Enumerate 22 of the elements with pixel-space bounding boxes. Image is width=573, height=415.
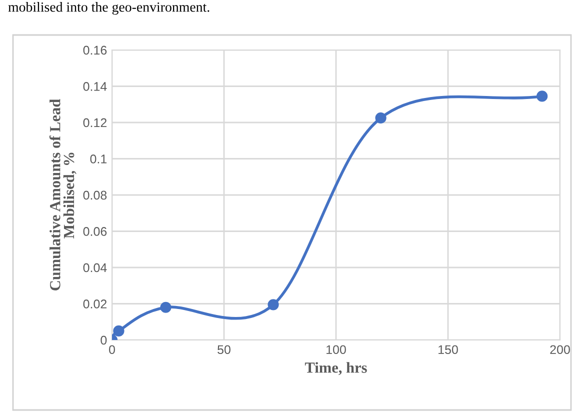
y-tick-label: 0.1 <box>90 154 107 164</box>
x-tick-label: 50 <box>218 345 230 354</box>
y-tick-label: 0.12 <box>83 118 107 128</box>
x-tick-label: 200 <box>550 345 570 354</box>
y-tick-label: 0.06 <box>83 227 107 236</box>
y-tick-label: 0.16 <box>83 46 107 55</box>
y-tick-label: 0.02 <box>83 300 107 308</box>
y-tick-label: 0.04 <box>83 263 107 272</box>
x-tick-label: 0 <box>109 345 115 354</box>
y-tick-label: 0.14 <box>83 82 107 91</box>
y-axis-title: Cumulative Amounts of Lead Mobilised, % <box>49 99 76 290</box>
y-tick-label: 0.08 <box>83 190 107 200</box>
point <box>268 299 279 310</box>
point <box>160 302 172 313</box>
x-tick-label: 100 <box>326 345 346 354</box>
x-axis-title: Time, hrs <box>304 362 367 376</box>
point <box>113 325 124 336</box>
y-tick-label: 0 <box>100 336 107 345</box>
x-tick-label: 150 <box>438 345 458 354</box>
point <box>375 112 386 124</box>
point <box>536 90 548 102</box>
text: mobilised into the geo-environment. <box>8 2 210 15</box>
